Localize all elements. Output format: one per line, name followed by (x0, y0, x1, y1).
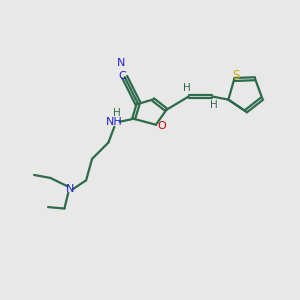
Text: S: S (232, 68, 239, 82)
Text: H: H (210, 100, 218, 110)
Text: NH: NH (106, 117, 123, 127)
Text: N: N (117, 58, 125, 68)
Text: O: O (157, 121, 166, 131)
Text: C: C (119, 71, 127, 81)
Text: N: N (66, 184, 74, 194)
Text: H: H (113, 108, 121, 118)
Text: H: H (183, 83, 191, 93)
